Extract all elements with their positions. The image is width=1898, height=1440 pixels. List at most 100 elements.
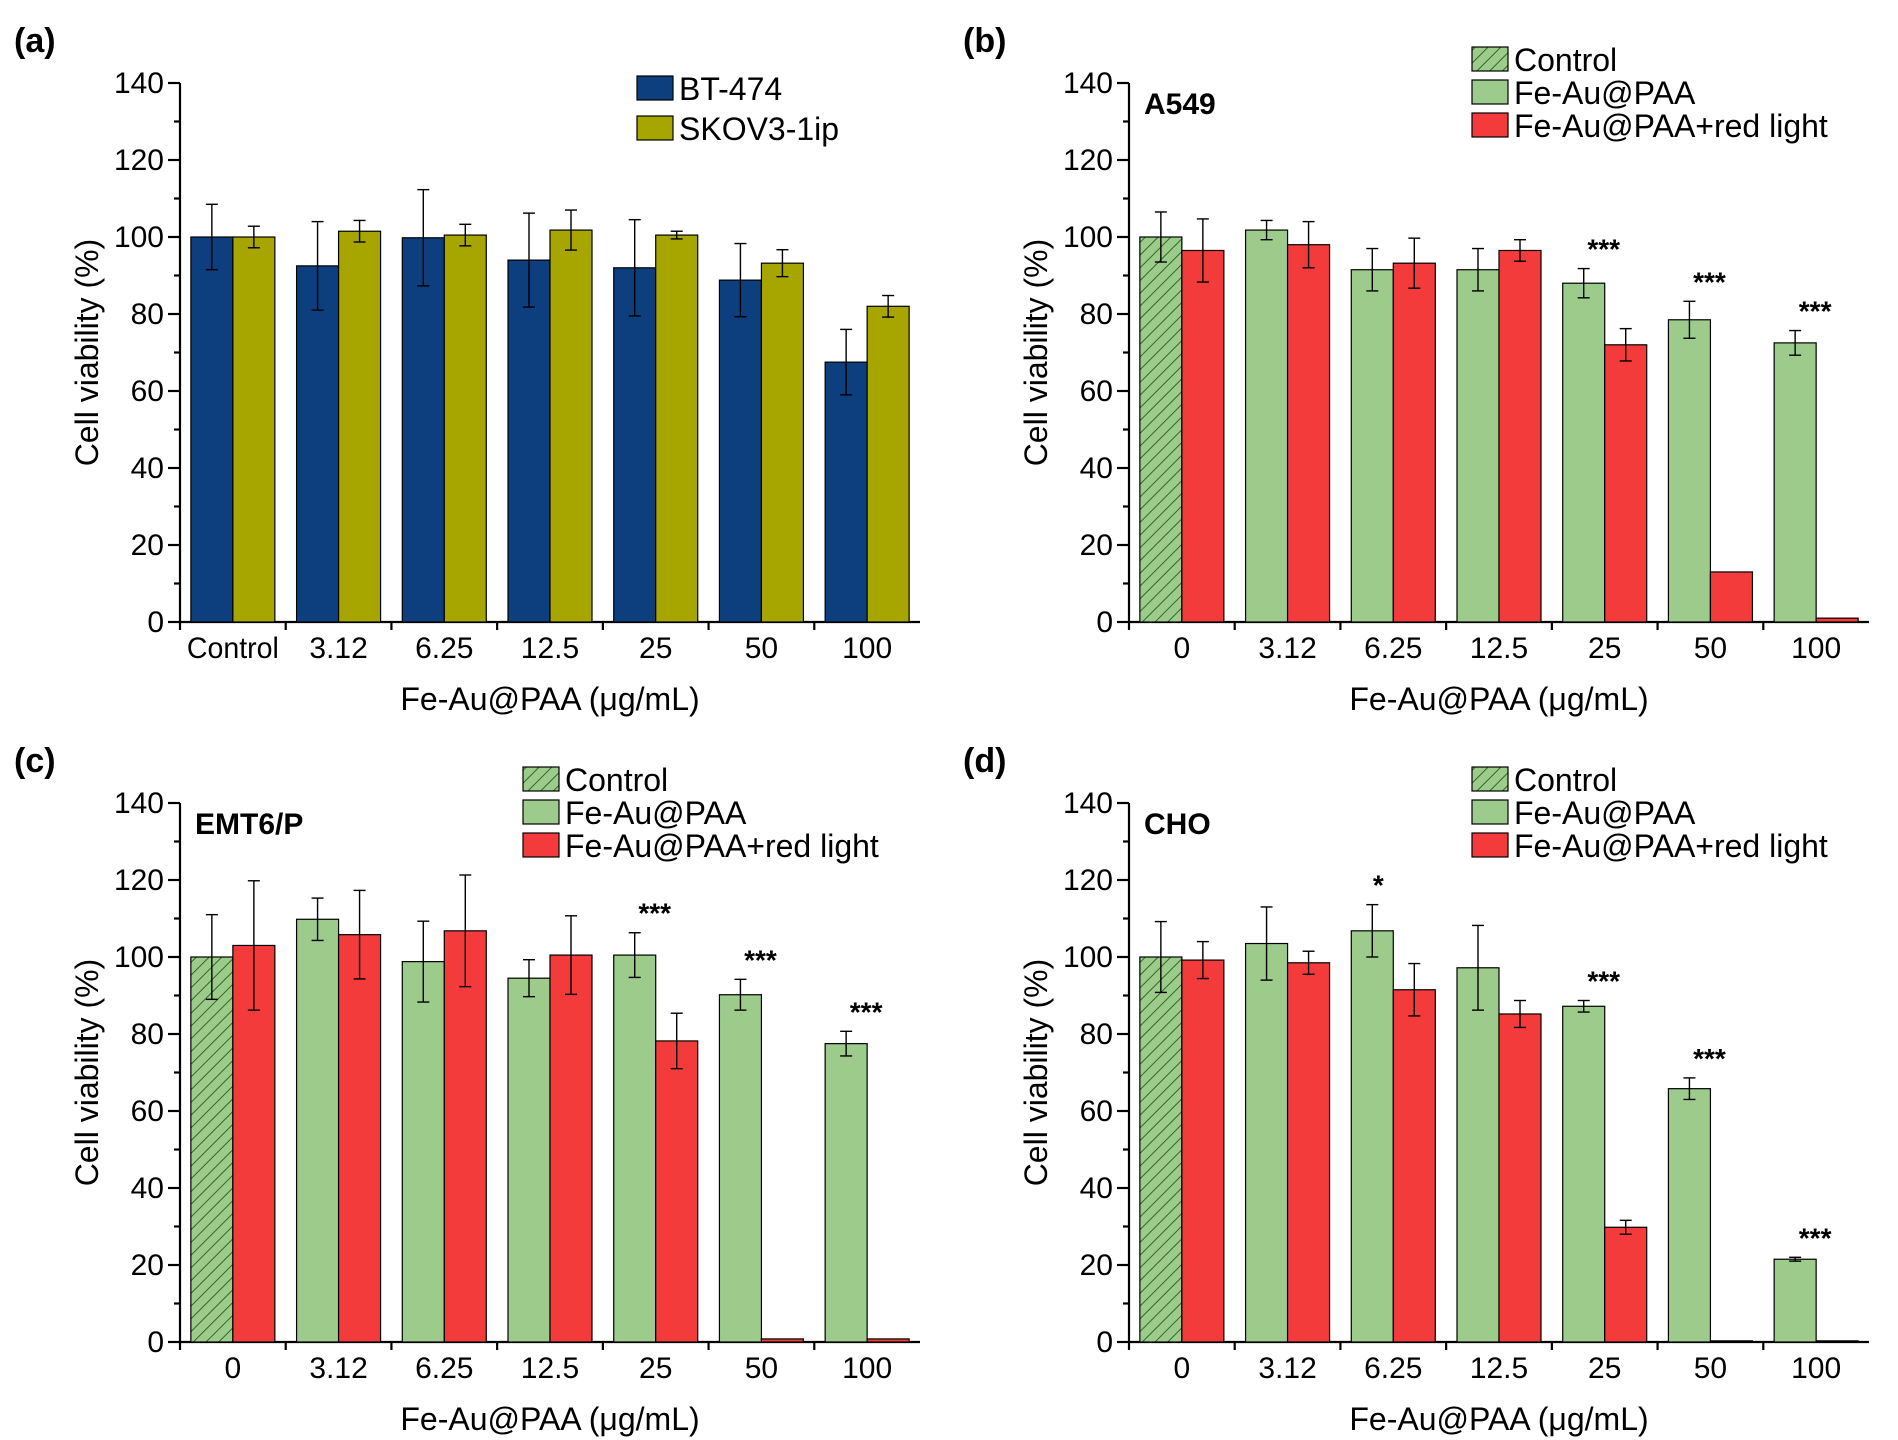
bar-fe-au-paa: [295, 918, 340, 1343]
x-tick-label: 100: [842, 1352, 892, 1385]
significance-marker: ***: [1799, 296, 1832, 327]
y-axis-title: Cell viability (%): [69, 239, 105, 467]
bar-fe-au-paa-red-light: [232, 944, 276, 1343]
y-axis-title: Cell viability (%): [69, 959, 105, 1187]
bar-fe-au-paa-red-light: [760, 1338, 805, 1343]
bar-fe-au-paa: [1562, 282, 1606, 623]
bar-skov3-1ip: [760, 262, 805, 623]
x-axis-title: Fe-Au@PAA (μg/mL): [400, 681, 699, 717]
bar-bt-474: [295, 265, 340, 623]
x-tick-label: 25: [639, 632, 672, 665]
y-tick-label: 80: [1080, 298, 1113, 331]
panel-c: (c) EMT6/P 0 20 40 60 80 100 120 140 0 3.12 6.25 12.5…: [0, 720, 949, 1440]
bar-bt-474: [824, 361, 868, 623]
significance-marker: ***: [638, 898, 671, 929]
y-tick-label: 20: [1080, 1249, 1113, 1282]
y-tick-label: 100: [1063, 941, 1113, 974]
bar-fe-au-paa: [1773, 342, 1817, 623]
y-tick-label: 60: [131, 375, 164, 408]
legend-swatch: [1471, 832, 1509, 858]
y-tick-label: 60: [131, 1095, 164, 1128]
bar-bt-474: [190, 236, 234, 623]
legend-label: Fe-Au@PAA+red light: [1514, 828, 1828, 864]
x-tick-label: 100: [1791, 632, 1841, 665]
y-tick-label: 120: [1063, 144, 1113, 177]
bar-fe-au-paa-red-light: [1498, 249, 1542, 623]
x-tick-label: 0: [1174, 632, 1191, 665]
x-tick-label: 3.12: [1258, 1352, 1316, 1385]
bar-bt-474: [718, 279, 763, 623]
x-tick-label: 50: [1694, 632, 1727, 665]
y-tick-label: 100: [1063, 221, 1113, 254]
bar-skov3-1ip: [443, 234, 487, 623]
bar-fe-au-paa-red-light: [1815, 1340, 1859, 1343]
y-tick-label: 120: [1063, 864, 1113, 897]
x-tick-label: 6.25: [415, 1352, 473, 1385]
bar-fe-au-paa: [1244, 942, 1289, 1343]
bar-fe-au-paa: [507, 977, 551, 1343]
bar-fe-au-paa-red-light: [655, 1040, 699, 1343]
x-tick-label: Control: [187, 632, 279, 665]
y-tick-label: 40: [131, 1172, 164, 1205]
legend-label: Control: [1514, 762, 1617, 798]
legend-swatch: [636, 115, 674, 141]
legend-label: Control: [1514, 42, 1617, 78]
x-tick-label: 25: [1588, 1352, 1621, 1385]
x-tick-label: 50: [745, 1352, 778, 1385]
legend-swatch: [1471, 766, 1509, 792]
bar-fe-au-paa: [1139, 956, 1183, 1343]
chart-panel-b: (b) A549 0 20 40 60 80 100 120 140 0 3.12 6.25 12.5 25…: [963, 22, 1869, 717]
bar-fe-au-paa: [824, 1043, 868, 1343]
bar-fe-au-paa-red-light: [1709, 1340, 1754, 1343]
y-tick-label: 40: [1080, 452, 1113, 485]
bar-fe-au-paa: [613, 954, 657, 1343]
y-tick-label: 100: [114, 941, 164, 974]
bar-fe-au-paa-red-light: [1815, 617, 1859, 623]
y-tick-label: 140: [114, 787, 164, 820]
y-tick-label: 20: [1080, 529, 1113, 562]
x-tick-label: 6.25: [1364, 1352, 1422, 1385]
significance-marker: *: [1373, 870, 1384, 901]
y-tick-label: 80: [1080, 1018, 1113, 1051]
bar-fe-au-paa: [1350, 269, 1394, 623]
legend-swatch: [522, 766, 560, 792]
x-tick-label: 3.12: [309, 1352, 367, 1385]
bar-skov3-1ip: [232, 236, 276, 623]
bar-bt-474: [507, 259, 551, 623]
x-tick-label: 6.25: [1364, 632, 1422, 665]
legend-swatch: [522, 832, 560, 858]
bar-fe-au-paa: [1456, 269, 1500, 623]
significance-marker: ***: [1587, 966, 1620, 997]
y-tick-label: 0: [1096, 1326, 1113, 1359]
cell-line-label: A549: [1144, 88, 1216, 121]
x-tick-label: 0: [225, 1352, 242, 1385]
y-tick-label: 20: [131, 1249, 164, 1282]
bar-fe-au-paa-red-light: [1604, 344, 1648, 623]
bar-fe-au-paa-red-light: [1392, 989, 1436, 1343]
x-axis-title: Fe-Au@PAA (μg/mL): [1349, 681, 1648, 717]
bar-fe-au-paa-red-light: [443, 930, 487, 1343]
significance-marker: ***: [1693, 266, 1726, 297]
cell-line-label: EMT6/P: [195, 808, 303, 841]
y-tick-label: 140: [114, 67, 164, 100]
panel-a: (a) 0 20 40 60 80 100 120 140 Control 3.12 6.25 12.5…: [0, 0, 949, 720]
y-tick-label: 60: [1080, 375, 1113, 408]
x-axis-title: Fe-Au@PAA (μg/mL): [400, 1401, 699, 1437]
x-tick-label: 3.12: [309, 632, 367, 665]
bar-fe-au-paa: [718, 994, 763, 1343]
x-tick-label: 12.5: [521, 632, 579, 665]
bar-fe-au-paa-red-light: [1604, 1226, 1648, 1343]
legend-label: Fe-Au@PAA+red light: [565, 828, 879, 864]
legend-label: SKOV3-1ip: [679, 111, 839, 147]
significance-marker: ***: [850, 996, 883, 1027]
x-tick-label: 0: [1174, 1352, 1191, 1385]
significance-marker: ***: [1799, 1222, 1832, 1253]
legend-swatch: [522, 799, 560, 825]
y-tick-label: 0: [1096, 606, 1113, 639]
x-tick-label: 25: [1588, 632, 1621, 665]
bar-fe-au-paa-red-light: [1498, 1013, 1542, 1343]
legend-swatch: [636, 75, 674, 101]
bar-fe-au-paa: [1456, 967, 1500, 1343]
x-tick-label: 25: [639, 1352, 672, 1385]
bar-bt-474: [613, 267, 657, 623]
